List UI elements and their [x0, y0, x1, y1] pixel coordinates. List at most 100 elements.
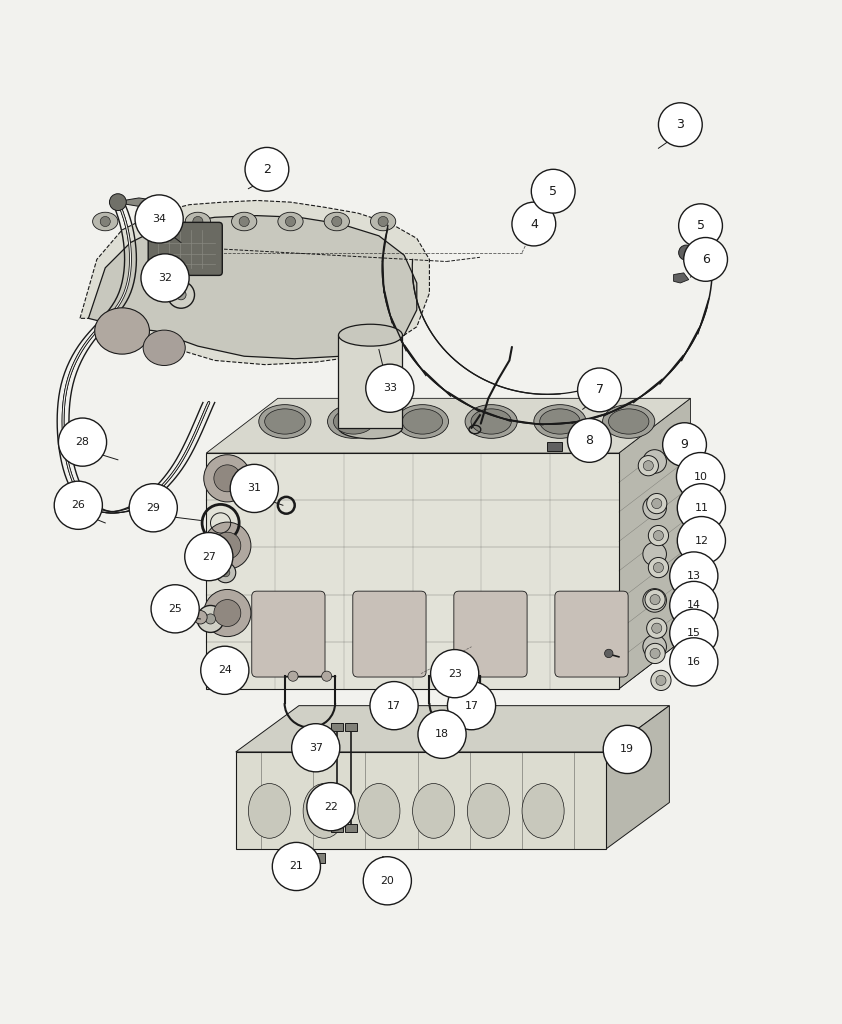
Circle shape — [648, 525, 669, 546]
Text: 28: 28 — [76, 437, 89, 447]
Ellipse shape — [402, 409, 443, 434]
Circle shape — [647, 494, 667, 514]
Circle shape — [147, 216, 157, 226]
Text: 24: 24 — [218, 666, 232, 675]
Ellipse shape — [370, 212, 396, 230]
Ellipse shape — [540, 409, 580, 434]
Circle shape — [642, 543, 666, 566]
Circle shape — [332, 216, 342, 226]
Text: 12: 12 — [695, 536, 708, 546]
Ellipse shape — [397, 404, 449, 438]
Circle shape — [272, 843, 321, 891]
Ellipse shape — [248, 783, 290, 839]
Circle shape — [568, 419, 611, 462]
Circle shape — [221, 568, 230, 577]
Circle shape — [291, 724, 340, 772]
Circle shape — [245, 147, 289, 191]
Text: 20: 20 — [381, 876, 394, 886]
Circle shape — [193, 216, 203, 226]
Polygon shape — [206, 398, 690, 453]
Circle shape — [651, 671, 671, 690]
Ellipse shape — [324, 212, 349, 230]
Text: 32: 32 — [158, 273, 172, 283]
Circle shape — [642, 589, 666, 612]
Circle shape — [200, 646, 249, 694]
Ellipse shape — [303, 783, 345, 839]
Text: 16: 16 — [687, 656, 701, 667]
Circle shape — [466, 671, 477, 681]
Text: 5: 5 — [549, 184, 557, 198]
Circle shape — [176, 290, 186, 300]
Circle shape — [642, 496, 666, 519]
Circle shape — [288, 671, 298, 681]
Circle shape — [135, 195, 184, 243]
Circle shape — [204, 455, 251, 502]
Circle shape — [322, 671, 332, 681]
Text: 7: 7 — [595, 383, 604, 396]
Ellipse shape — [609, 409, 649, 434]
Text: 33: 33 — [383, 383, 397, 393]
Polygon shape — [88, 216, 417, 358]
Circle shape — [647, 618, 667, 638]
Circle shape — [370, 682, 418, 730]
Circle shape — [603, 725, 652, 773]
Circle shape — [285, 216, 296, 226]
Circle shape — [684, 238, 727, 282]
Circle shape — [378, 216, 388, 226]
Circle shape — [650, 595, 660, 604]
Circle shape — [58, 418, 107, 466]
Circle shape — [653, 530, 663, 541]
Ellipse shape — [534, 404, 586, 438]
Circle shape — [100, 216, 110, 226]
Circle shape — [645, 643, 665, 664]
Ellipse shape — [413, 783, 455, 839]
Ellipse shape — [264, 409, 305, 434]
Circle shape — [194, 610, 207, 624]
Text: 9: 9 — [680, 438, 689, 452]
Text: 31: 31 — [248, 483, 261, 494]
Ellipse shape — [185, 212, 210, 230]
Polygon shape — [80, 201, 429, 365]
Circle shape — [658, 102, 702, 146]
Circle shape — [151, 585, 200, 633]
Polygon shape — [606, 706, 669, 849]
Circle shape — [252, 174, 262, 184]
Circle shape — [677, 516, 726, 564]
FancyBboxPatch shape — [252, 591, 325, 677]
Bar — [331, 823, 343, 831]
Text: 4: 4 — [530, 217, 538, 230]
Circle shape — [679, 204, 722, 248]
Text: 5: 5 — [696, 219, 705, 232]
Circle shape — [679, 245, 694, 260]
Ellipse shape — [465, 404, 517, 438]
Bar — [345, 823, 357, 831]
Circle shape — [184, 532, 233, 581]
Ellipse shape — [338, 417, 402, 438]
Polygon shape — [619, 398, 690, 689]
Ellipse shape — [232, 212, 257, 230]
Circle shape — [669, 609, 718, 657]
Circle shape — [638, 456, 658, 476]
Text: 3: 3 — [676, 118, 685, 131]
Circle shape — [418, 711, 466, 759]
Polygon shape — [206, 634, 690, 689]
Circle shape — [643, 461, 653, 471]
Bar — [345, 723, 357, 731]
Circle shape — [54, 481, 103, 529]
Circle shape — [669, 552, 718, 600]
Ellipse shape — [95, 308, 150, 354]
FancyBboxPatch shape — [454, 591, 527, 677]
Circle shape — [141, 254, 189, 302]
Text: 34: 34 — [152, 214, 166, 224]
Circle shape — [168, 282, 195, 308]
Circle shape — [605, 649, 613, 657]
Circle shape — [214, 532, 241, 559]
Text: 25: 25 — [168, 604, 182, 613]
Circle shape — [214, 465, 241, 492]
Ellipse shape — [603, 404, 655, 438]
Text: 11: 11 — [695, 503, 708, 513]
Text: 29: 29 — [147, 503, 160, 513]
Circle shape — [652, 624, 662, 633]
Ellipse shape — [358, 783, 400, 839]
Polygon shape — [338, 335, 402, 428]
